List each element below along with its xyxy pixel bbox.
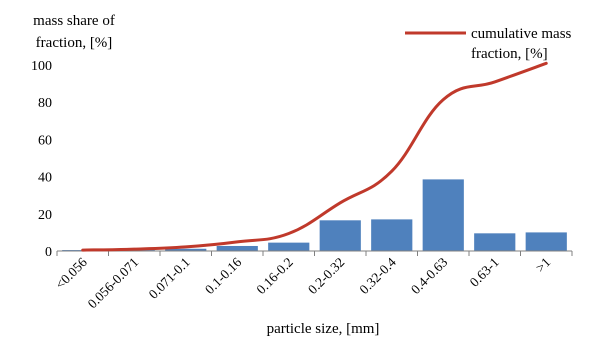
x-category-label: 0.071-0.1 xyxy=(146,255,193,302)
bar xyxy=(165,248,207,251)
x-axis-label: particle size, [mm] xyxy=(267,321,380,337)
x-category-label: 0.056-0.071 xyxy=(85,255,142,312)
x-category-label: 0.4-0.63 xyxy=(408,254,451,297)
bars xyxy=(62,179,567,251)
bar xyxy=(319,220,361,251)
y-tick-label: 60 xyxy=(38,133,52,148)
x-ticks xyxy=(56,251,573,256)
bar xyxy=(474,233,516,251)
x-category-label: <0.056 xyxy=(52,254,90,292)
bar xyxy=(422,179,464,251)
x-category-label: >1 xyxy=(533,255,554,276)
y-tick-label: 20 xyxy=(38,208,52,223)
bar xyxy=(525,232,567,251)
x-category-label: 0.2-0.32 xyxy=(305,255,347,297)
y-tick-label: 80 xyxy=(38,96,52,111)
bar xyxy=(216,245,258,251)
legend-label-line-2: fraction, [%] xyxy=(471,46,548,62)
bar xyxy=(371,219,413,251)
y-ticks: 0 20 40 60 80 100 xyxy=(31,59,52,260)
y-tick-label: 40 xyxy=(38,171,52,186)
bar xyxy=(268,242,310,251)
legend-label-line-1: cumulative mass xyxy=(471,26,572,42)
y-axis-label: mass share of fraction, [%] xyxy=(33,13,115,51)
x-category-label: 0.32-0.4 xyxy=(356,254,399,297)
legend: cumulative mass fraction, [%] xyxy=(405,26,572,62)
y-axis-label-line-1: mass share of xyxy=(33,13,115,29)
y-tick-label: 100 xyxy=(31,59,52,74)
x-category-label: 0.16-0.2 xyxy=(253,255,295,297)
x-category-label: 0.63-1 xyxy=(467,255,502,290)
cumulative-line xyxy=(81,61,548,252)
x-category-label: 0.1-0.16 xyxy=(202,254,245,297)
y-axis-label-line-2: fraction, [%] xyxy=(36,35,113,51)
y-tick-label: 0 xyxy=(45,245,52,260)
